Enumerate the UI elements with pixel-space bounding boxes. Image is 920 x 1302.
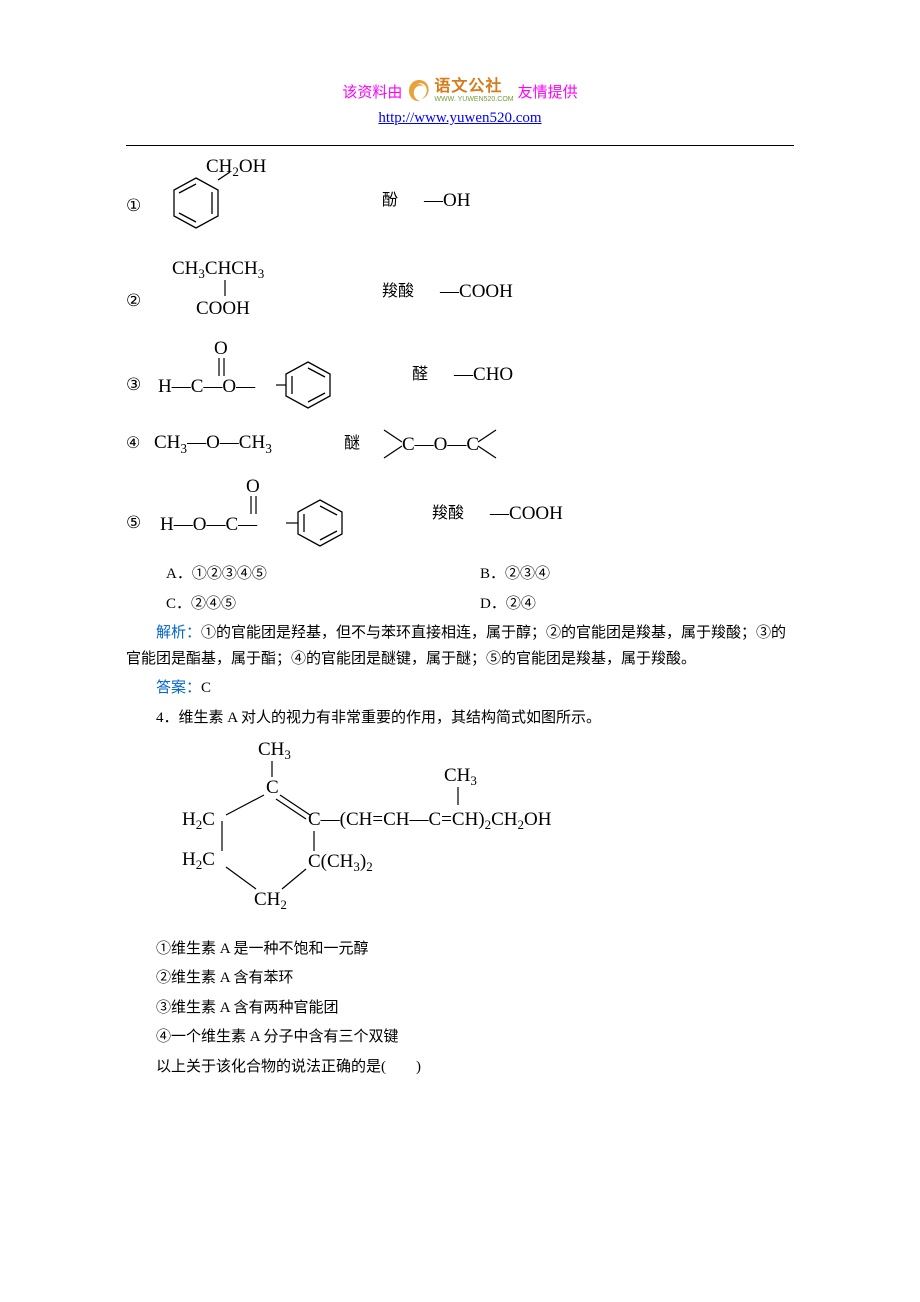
svg-text:C(CH3)2: C(CH3)2 bbox=[308, 851, 373, 874]
site-logo: 语文公社 WWW. YUWEN520.COM bbox=[406, 78, 513, 104]
option-A: A．①②③④⑤ bbox=[166, 562, 480, 588]
svg-text:CH3: CH3 bbox=[258, 739, 291, 762]
item-1-num: ① bbox=[126, 196, 141, 215]
page-content: ① CH2OH 酚 —OH ② CH3CHCH3 COOH 羧酸 —COOH ③ bbox=[126, 156, 794, 1080]
header-rule bbox=[126, 145, 794, 146]
svg-text:CH3CHCH3: CH3CHCH3 bbox=[172, 258, 264, 281]
svg-text:H2C: H2C bbox=[182, 809, 215, 832]
q4-stmt-1: ①维生素 A 是一种不饱和一元醇 bbox=[156, 937, 794, 963]
item-1: ① CH2OH 酚 —OH bbox=[126, 156, 794, 246]
analysis-text: ①的官能团是羟基，但不与苯环直接相连，属于醇；②的官能团是羧基，属于羧酸；③的官… bbox=[126, 625, 786, 667]
analysis-label: 解析： bbox=[156, 625, 201, 641]
item-3-num: ③ bbox=[126, 375, 141, 394]
logo-url-text: WWW. YUWEN520.COM bbox=[434, 96, 513, 103]
item-5-func: —COOH bbox=[490, 498, 563, 530]
item-5-num: ⑤ bbox=[126, 513, 141, 532]
item-4-formula: CH3—O—CH3 bbox=[154, 427, 344, 460]
answer-label: 答案： bbox=[156, 680, 201, 696]
q4-tail: 以上关于该化合物的说法正确的是( ) bbox=[156, 1055, 794, 1081]
item-4: ④ CH3—O—CH3 醚 C—O—C bbox=[126, 422, 794, 466]
item-2-class: 羧酸 bbox=[382, 278, 414, 305]
svg-text:C—O—C: C—O—C bbox=[402, 434, 479, 455]
header-credit-line: 该资料由 语文公社 WWW. YUWEN520.COM 友情提供 bbox=[0, 78, 920, 104]
header-suffix: 友情提供 bbox=[518, 81, 578, 102]
svg-text:COOH: COOH bbox=[196, 298, 250, 319]
item-3-func: —CHO bbox=[454, 359, 513, 391]
item-5-structure: ⑤ O H—O—C— bbox=[126, 476, 406, 552]
logo-swirl-icon bbox=[406, 78, 432, 104]
vitamin-a-structure: CH3 C CH3 H2C H2C C—(CH=CH—C=CH)2CH2OH C… bbox=[176, 739, 794, 929]
q4-stem: 4．维生素 A 对人的视力有非常重要的作用，其结构简式如图所示。 bbox=[126, 706, 794, 732]
item-3: ③ O H—C—O— 醛 —CHO bbox=[126, 338, 794, 412]
svg-text:CH2OH: CH2OH bbox=[206, 156, 267, 179]
item-2-structure: ② CH3CHCH3 COOH bbox=[126, 256, 356, 328]
item-1-structure: ① CH2OH bbox=[126, 156, 356, 246]
option-D: D．②④ bbox=[480, 592, 794, 618]
option-B: B．②③④ bbox=[480, 562, 794, 588]
svg-text:H—O—C—: H—O—C— bbox=[160, 514, 258, 535]
q4-stmt-2: ②维生素 A 含有苯环 bbox=[156, 966, 794, 992]
q3-options: A．①②③④⑤ B．②③④ C．②④⑤ D．②④ bbox=[166, 562, 794, 617]
item-2: ② CH3CHCH3 COOH 羧酸 —COOH bbox=[126, 256, 794, 328]
header-prefix: 该资料由 bbox=[342, 81, 402, 102]
svg-text:C: C bbox=[266, 777, 279, 798]
answer-text: C bbox=[201, 680, 211, 696]
q4-stmt-4: ④一个维生素 A 分子中含有三个双键 bbox=[156, 1025, 794, 1051]
analysis-para: 解析：①的官能团是羟基，但不与苯环直接相连，属于醇；②的官能团是羧基，属于羧酸；… bbox=[126, 621, 794, 672]
option-C: C．②④⑤ bbox=[166, 592, 480, 618]
item-3-structure: ③ O H—C—O— bbox=[126, 338, 386, 412]
item-5: ⑤ O H—O—C— 羧酸 —COOH bbox=[126, 476, 794, 552]
item-4-class: 醚 bbox=[344, 430, 360, 457]
answer-para: 答案：C bbox=[126, 676, 794, 702]
item-4-func: C—O—C bbox=[374, 422, 504, 466]
svg-text:O: O bbox=[246, 476, 260, 497]
item-5-class: 羧酸 bbox=[432, 500, 464, 527]
svg-text:CH3: CH3 bbox=[444, 765, 477, 788]
page-header: 该资料由 语文公社 WWW. YUWEN520.COM 友情提供 http://… bbox=[0, 0, 920, 127]
item-2-func: —COOH bbox=[440, 276, 513, 308]
item-1-func: —OH bbox=[424, 185, 470, 217]
svg-text:C—(CH=CH—C=CH)2CH2OH: C—(CH=CH—C=CH)2CH2OH bbox=[308, 809, 552, 832]
svg-text:H—C—O—: H—C—O— bbox=[158, 376, 256, 397]
item-4-num: ④ bbox=[126, 430, 148, 457]
q4-stmt-3: ③维生素 A 含有两种官能团 bbox=[156, 996, 794, 1022]
svg-text:O: O bbox=[214, 338, 228, 359]
logo-text: 语文公社 WWW. YUWEN520.COM bbox=[434, 79, 513, 103]
item-3-class: 醛 bbox=[412, 361, 428, 388]
logo-cn-text: 语文公社 bbox=[434, 79, 502, 95]
item-1-class: 酚 bbox=[382, 187, 398, 214]
svg-text:CH2: CH2 bbox=[254, 889, 287, 912]
item-2-num: ② bbox=[126, 291, 141, 310]
header-link[interactable]: http://www.yuwen520.com bbox=[0, 110, 920, 127]
svg-text:H2C: H2C bbox=[182, 849, 215, 872]
